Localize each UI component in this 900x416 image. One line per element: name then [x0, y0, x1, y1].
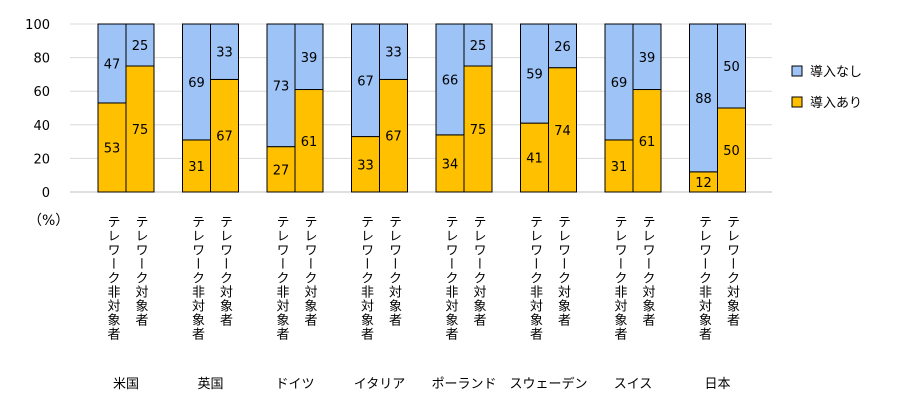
data-label: 73: [273, 79, 290, 94]
data-label: 27: [273, 163, 290, 178]
data-label: 39: [301, 51, 318, 66]
data-label: 69: [188, 76, 205, 91]
bar-category-label: テレワーク対象者: [555, 215, 571, 327]
legend-label: 導入なし: [810, 65, 862, 80]
bar-segment-doumyu-nashi: [351, 23, 380, 138]
bar-segment-doumyu-nashi: [717, 23, 746, 109]
legend-swatch: [791, 65, 803, 77]
data-label: 50: [723, 144, 740, 159]
data-label: 53: [104, 141, 121, 156]
bar-segment-doumyu-nashi: [435, 23, 465, 136]
data-label: 50: [723, 60, 740, 75]
data-label: 61: [639, 135, 656, 150]
bar-category-label: テレワーク非対象者: [189, 215, 205, 341]
bar-segment-doumyu-ari: [294, 89, 324, 193]
y-tick-label: 100: [25, 18, 50, 33]
data-label: 39: [639, 51, 656, 66]
country-label: スイス: [614, 377, 653, 392]
bars: 53 47 75 25 31 69 67 33 27 73 61 39 33 67 67 33 34 66 75 25…: [97, 23, 746, 193]
data-label: 25: [132, 39, 149, 54]
bar-segment-doumyu-nashi: [632, 23, 662, 91]
data-label: 41: [526, 152, 543, 167]
bar-segment-doumyu-ari: [463, 65, 493, 193]
bar-category-labels: テレワーク非対象者 テレワーク対象者 テレワーク非対象者 テレワーク対象者 テレワーク非…: [105, 215, 740, 341]
gridlines: [70, 23, 772, 193]
bar-segment-doumyu-ari: [379, 78, 408, 193]
data-label: 34: [442, 157, 459, 172]
legend-swatch: [791, 96, 803, 108]
y-unit-label: （%）: [28, 213, 69, 229]
data-label: 33: [385, 46, 402, 61]
data-label: 66: [442, 73, 459, 88]
bar-category-label: テレワーク非対象者: [612, 215, 628, 341]
country-labels: 米国 英国 ドイツ イタリア ポーランド スウェーデン スイス 日本: [113, 376, 731, 392]
country-label: スウェーデン: [509, 376, 587, 392]
bar-segment-doumyu-nashi: [210, 23, 239, 80]
bar-category-label: テレワーク非対象者: [696, 215, 712, 341]
bar-category-label: テレワーク対象者: [640, 215, 656, 327]
bar-segment-doumyu-nashi: [294, 23, 324, 91]
y-tick-label: 20: [33, 152, 50, 167]
data-label: 31: [611, 160, 628, 175]
legend-label: 導入あり: [810, 96, 862, 111]
bar-category-label: テレワーク非対象者: [274, 215, 290, 341]
bar-segment-doumyu-ari: [351, 136, 380, 193]
data-label: 59: [526, 68, 543, 83]
bar-category-label: テレワーク対象者: [386, 215, 402, 327]
y-tick-label: 0: [42, 186, 50, 201]
data-label: 67: [385, 130, 402, 145]
bar-category-label: テレワーク対象者: [133, 215, 149, 327]
bar-segment-doumyu-ari: [125, 65, 155, 193]
data-label: 47: [104, 57, 121, 72]
data-label: 75: [132, 123, 149, 138]
bar-segment-doumyu-ari: [210, 78, 239, 193]
y-axis-ticks: 0 20 40 60 80 100: [25, 18, 50, 201]
y-tick-label: 60: [33, 85, 50, 100]
bar-segment-doumyu-ari: [548, 67, 577, 193]
country-label: ドイツ: [275, 377, 314, 392]
data-label: 25: [470, 39, 487, 54]
bar-segment-doumyu-nashi: [125, 23, 155, 67]
bar-category-label: テレワーク非対象者: [443, 215, 459, 341]
data-label: 88: [695, 92, 712, 107]
country-label: 英国: [197, 377, 223, 392]
data-label: 69: [611, 76, 628, 91]
data-label: 67: [357, 74, 374, 89]
country-label: ポーランド: [431, 377, 496, 392]
data-label: 74: [554, 124, 571, 139]
data-label: 31: [188, 160, 205, 175]
data-label: 33: [216, 46, 233, 61]
bar-segment-doumyu-nashi: [463, 23, 493, 67]
bar-category-label: テレワーク対象者: [724, 215, 740, 327]
bar-segment-doumyu-ari: [97, 102, 127, 193]
bar-category-label: テレワーク対象者: [217, 215, 233, 327]
bar-category-label: テレワーク対象者: [471, 215, 487, 327]
data-label: 26: [554, 40, 571, 55]
country-label: 米国: [113, 377, 139, 392]
bar-segment-doumyu-ari: [182, 139, 211, 193]
bar-segment-doumyu-nashi: [266, 23, 296, 148]
bar-segment-doumyu-nashi: [548, 23, 577, 69]
data-label: 12: [695, 176, 712, 191]
bar-category-label: テレワーク非対象者: [527, 215, 543, 341]
bar-segment-doumyu-nashi: [379, 23, 408, 80]
country-label: イタリア: [354, 377, 405, 392]
data-label: 75: [470, 123, 487, 138]
bar-category-label: テレワーク対象者: [302, 215, 318, 327]
data-label: 61: [301, 135, 318, 150]
data-label: 67: [216, 130, 233, 145]
country-label: 日本: [704, 377, 730, 392]
bar-segment-doumyu-nashi: [182, 23, 211, 141]
bar-category-label: テレワーク非対象者: [358, 215, 374, 341]
bar-segment-doumyu-nashi: [604, 23, 634, 141]
y-tick-label: 80: [33, 52, 50, 67]
y-tick-label: 40: [33, 119, 50, 134]
data-label: 33: [357, 158, 374, 173]
bar-category-label: テレワーク非対象者: [105, 215, 121, 341]
